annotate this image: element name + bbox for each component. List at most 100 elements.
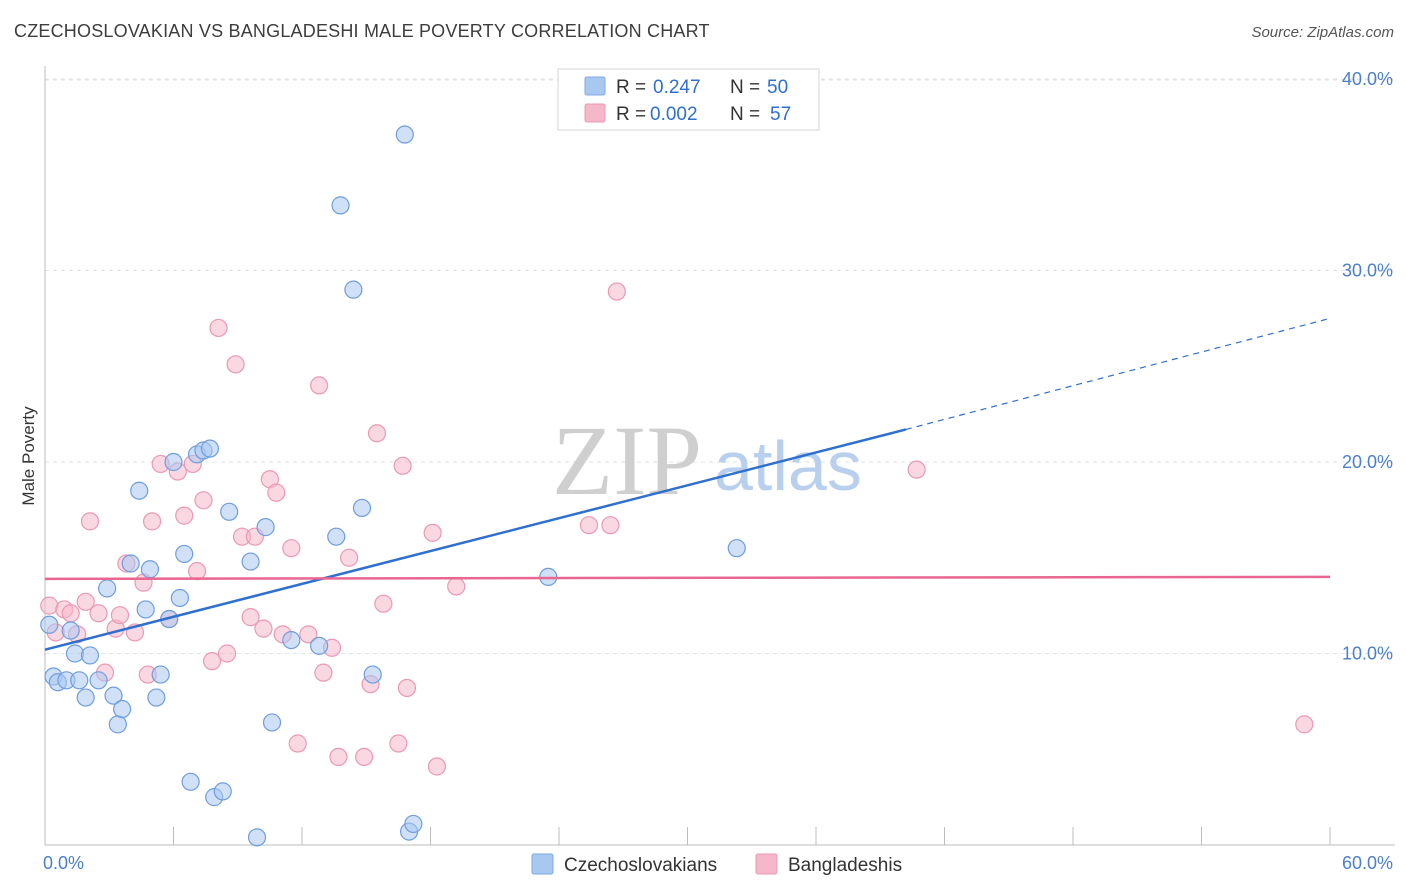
data-point-bangladeshis xyxy=(209,318,228,338)
data-point-bangladeshis xyxy=(329,747,348,767)
data-point-czechoslovakians xyxy=(136,600,155,619)
series-bangladeshis-points xyxy=(40,282,1314,776)
data-point-czechoslovakians xyxy=(200,439,220,458)
data-point-czechoslovakians xyxy=(140,560,160,579)
legend-r-label-czech: R = xyxy=(616,77,646,98)
x-tick-label-min: 0.0% xyxy=(43,853,84,873)
series-czechoslovakians-points xyxy=(40,125,746,847)
y-tick-label: 30.0% xyxy=(1342,261,1393,281)
data-point-bangladeshis xyxy=(217,644,237,663)
data-point-czechoslovakians xyxy=(175,544,194,564)
data-point-czechoslovakians xyxy=(404,814,423,834)
data-point-czechoslovakians xyxy=(220,502,239,521)
data-point-bangladeshis xyxy=(241,608,260,627)
legend-swatch-czech xyxy=(584,76,606,96)
data-point-bangladeshis xyxy=(423,523,442,542)
y-tick-label: 40.0% xyxy=(1342,69,1393,89)
data-point-bangladeshis xyxy=(393,456,412,475)
legend-top: R = 0.247 N = 50 R = 0.002 N = 57 xyxy=(557,68,820,131)
data-point-czechoslovakians xyxy=(164,452,183,472)
data-point-bangladeshis xyxy=(76,592,95,611)
data-point-czechoslovakians xyxy=(213,782,232,801)
data-point-czechoslovakians xyxy=(327,527,346,546)
data-point-czechoslovakians xyxy=(310,636,329,655)
data-point-bangladeshis xyxy=(254,619,273,638)
data-point-bangladeshis xyxy=(80,512,100,531)
x-tick-label-max: 60.0% xyxy=(1342,853,1393,873)
data-point-bangladeshis xyxy=(601,516,620,535)
data-point-czechoslovakians xyxy=(65,644,85,663)
data-point-bangladeshis xyxy=(374,594,393,613)
legend-r-value-czech: 0.247 xyxy=(653,77,701,98)
source-label: Source: ZipAtlas.com xyxy=(1251,24,1394,41)
data-point-bangladeshis xyxy=(187,562,207,581)
data-point-bangladeshis xyxy=(299,625,318,644)
data-point-bangladeshis xyxy=(89,604,108,623)
trend-lines xyxy=(44,317,1331,651)
chart-title: CZECHOSLOVAKIAN VS BANGLADESHI MALE POVE… xyxy=(14,21,710,41)
legend-n-value-bangla: 57 xyxy=(770,104,791,125)
data-point-bangladeshis xyxy=(282,539,301,558)
data-point-czechoslovakians xyxy=(331,196,350,215)
legend-bottom: Czechoslovakians Bangladeshis xyxy=(531,853,902,876)
data-point-bangladeshis xyxy=(288,734,307,753)
y-tick-label: 20.0% xyxy=(1342,452,1393,472)
data-point-czechoslovakians xyxy=(108,715,127,734)
bottom-legend-label-czech: Czechoslovakians xyxy=(564,855,717,876)
data-point-czechoslovakians xyxy=(98,579,117,598)
data-point-czechoslovakians xyxy=(76,688,95,707)
data-point-czechoslovakians xyxy=(344,280,363,299)
legend-n-label-bangla: N = xyxy=(730,104,760,125)
data-point-czechoslovakians xyxy=(112,699,132,719)
data-point-czechoslovakians xyxy=(262,713,282,732)
legend-r-value-bangla: 0.002 xyxy=(650,104,698,125)
data-point-bangladeshis xyxy=(367,424,387,443)
data-point-bangladeshis xyxy=(427,757,447,776)
data-point-czechoslovakians xyxy=(61,621,80,640)
data-point-bangladeshis xyxy=(40,596,59,615)
data-point-bangladeshis xyxy=(202,652,222,671)
data-point-czechoslovakians xyxy=(170,588,190,608)
data-point-czechoslovakians xyxy=(282,630,301,650)
bottom-legend-swatch-czech xyxy=(531,853,554,875)
legend-n-label-czech: N = xyxy=(730,77,760,98)
data-point-bangladeshis xyxy=(607,282,626,301)
data-point-czechoslovakians xyxy=(247,828,267,847)
bottom-legend-label-bangla: Bangladeshis xyxy=(788,855,902,876)
data-point-bangladeshis xyxy=(61,604,80,623)
data-point-czechoslovakians xyxy=(256,518,275,537)
legend-swatch-bangla xyxy=(584,103,606,123)
data-point-czechoslovakians xyxy=(151,665,170,684)
data-point-czechoslovakians xyxy=(104,686,123,705)
data-point-czechoslovakians xyxy=(121,554,140,573)
data-point-bangladeshis xyxy=(340,548,359,567)
watermark-atlas: atlas xyxy=(714,427,862,505)
data-point-bangladeshis xyxy=(142,512,162,531)
bottom-legend-swatch-bangla xyxy=(755,853,778,875)
data-point-bangladeshis xyxy=(1295,715,1314,734)
data-point-czechoslovakians xyxy=(181,772,200,791)
data-point-bangladeshis xyxy=(579,516,599,535)
data-point-czechoslovakians xyxy=(80,646,100,665)
data-point-czechoslovakians xyxy=(130,481,149,500)
data-point-bangladeshis xyxy=(226,355,245,374)
data-point-bangladeshis xyxy=(447,577,466,596)
data-point-bangladeshis xyxy=(314,663,333,682)
data-point-bangladeshis xyxy=(389,734,408,753)
y-axis-label: Male Poverty xyxy=(19,406,38,506)
data-point-czechoslovakians xyxy=(70,671,89,690)
data-point-czechoslovakians xyxy=(40,615,59,634)
data-point-bangladeshis xyxy=(907,460,926,479)
data-point-bangladeshis xyxy=(267,483,286,502)
axes xyxy=(44,66,1395,846)
data-point-bangladeshis xyxy=(355,747,374,767)
data-point-czechoslovakians xyxy=(89,671,108,690)
legend-r-label-bangla: R = xyxy=(616,104,646,125)
trend-line-czechoslovakians-extension xyxy=(905,317,1331,431)
tick-labels: 10.0% 20.0% 30.0% 40.0% 0.0% 60.0% xyxy=(43,69,1393,873)
data-point-bangladeshis xyxy=(110,606,130,625)
trend-line-czechoslovakians xyxy=(44,428,907,651)
data-point-czechoslovakians xyxy=(363,665,382,684)
data-point-czechoslovakians xyxy=(147,688,166,707)
